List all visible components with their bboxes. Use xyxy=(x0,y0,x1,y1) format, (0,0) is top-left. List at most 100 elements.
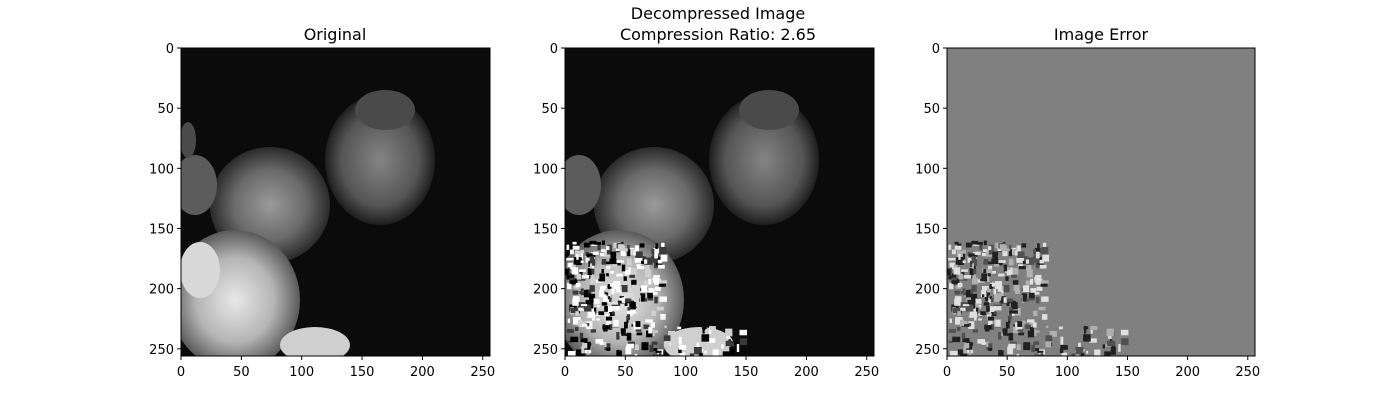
artifact-block xyxy=(998,332,1002,340)
artifact-block xyxy=(983,268,986,274)
x-tick-label: 100 xyxy=(289,365,314,380)
artifact-block xyxy=(664,325,667,329)
artifact-block xyxy=(988,306,996,315)
y-tick-label: 150 xyxy=(915,222,940,237)
artifact-block xyxy=(1015,289,1020,294)
artifact-block xyxy=(985,250,993,257)
artifact-block xyxy=(606,306,614,315)
artifact-block xyxy=(576,254,579,260)
artifact-block xyxy=(1005,321,1010,329)
artifact-block xyxy=(678,344,687,350)
artifact-block xyxy=(983,249,988,252)
artifact-block xyxy=(693,346,702,355)
artifact-block xyxy=(1032,322,1037,328)
artifact-block xyxy=(607,244,612,253)
artifact-block xyxy=(624,302,628,306)
artifact-block xyxy=(986,268,993,274)
artifact-block xyxy=(1016,344,1021,350)
panel-title: Image Error xyxy=(1054,25,1149,44)
artifact-block xyxy=(986,305,990,312)
artifact-block xyxy=(1035,279,1043,285)
artifact-block xyxy=(579,291,582,294)
artifact-block xyxy=(1022,285,1030,293)
artifact-block xyxy=(580,288,584,294)
artifact-block xyxy=(638,320,644,324)
artifact-block xyxy=(590,264,594,271)
artifact-block xyxy=(629,310,637,314)
artifact-block xyxy=(600,286,608,291)
artifact-block xyxy=(1059,348,1064,353)
artifact-block xyxy=(1030,288,1037,296)
y-tick-label: 150 xyxy=(533,222,558,237)
artifact-block xyxy=(584,306,588,312)
artifact-block xyxy=(634,353,638,356)
artifact-block xyxy=(648,288,655,296)
artifact-block xyxy=(1060,344,1068,350)
artifact-block xyxy=(606,246,610,253)
artifact-block xyxy=(572,245,580,250)
artifact-block xyxy=(605,276,608,283)
artifact-block xyxy=(1042,254,1050,262)
artifact-block xyxy=(952,336,961,343)
artifact-block xyxy=(1035,296,1040,304)
artifact-block xyxy=(989,283,992,290)
artifact-block xyxy=(961,324,970,327)
artifact-block xyxy=(956,250,963,257)
artifact-block xyxy=(1025,324,1031,329)
artifact-block xyxy=(961,269,968,272)
artifact-block xyxy=(604,343,611,351)
image-decompressed xyxy=(565,48,874,356)
artifact-block xyxy=(580,260,584,263)
artifact-block xyxy=(584,304,592,312)
panel-title: Decompressed Image Compression Ratio: 2.… xyxy=(620,4,816,44)
artifact-block xyxy=(977,339,986,344)
artifact-block xyxy=(641,285,648,293)
artifact-region xyxy=(947,240,1129,356)
y-tick-label: 250 xyxy=(149,343,174,358)
artifact-block xyxy=(967,255,970,263)
artifact-block xyxy=(582,343,588,349)
x-tick-label: 50 xyxy=(617,365,634,380)
artifact-block xyxy=(585,297,590,301)
artifact-block xyxy=(1120,329,1129,336)
artifact-block xyxy=(957,282,963,288)
artifact-block xyxy=(615,248,620,251)
artifact-block xyxy=(636,264,642,267)
artifact-block xyxy=(1011,310,1018,314)
artifact-block xyxy=(601,240,605,246)
artifact-block xyxy=(583,289,591,298)
artifact-block xyxy=(599,290,605,298)
artifact-block xyxy=(966,304,974,312)
artifact-block xyxy=(1027,319,1035,323)
artifact-block xyxy=(1016,257,1024,263)
artifact-block xyxy=(963,275,971,279)
artifact-block xyxy=(635,329,642,332)
artifact-block xyxy=(580,291,585,296)
artifact-block xyxy=(652,256,658,263)
artifact-block xyxy=(580,338,588,343)
x-tick-label: 0 xyxy=(561,365,569,380)
image-original xyxy=(181,48,490,356)
artifact-block xyxy=(986,341,989,348)
artifact-block xyxy=(973,268,977,275)
artifact-block xyxy=(612,306,620,311)
artifact-block xyxy=(974,251,981,255)
artifact-block xyxy=(988,298,991,303)
artifact-block xyxy=(1038,306,1046,311)
artifact-block xyxy=(619,285,622,293)
artifact-block xyxy=(601,302,608,306)
artifact-block xyxy=(966,306,970,312)
artifact-block xyxy=(1026,264,1032,272)
artifact-block xyxy=(976,241,983,245)
artifact-block xyxy=(587,350,590,355)
artifact-block xyxy=(1121,338,1129,346)
artifact-block xyxy=(989,296,993,300)
artifact-block xyxy=(613,242,620,249)
artifact-block xyxy=(1009,244,1012,250)
artifact-block xyxy=(579,324,588,327)
artifact-block xyxy=(983,302,990,306)
artifact-block xyxy=(990,282,997,287)
artifact-block xyxy=(645,319,653,323)
artifact-block xyxy=(660,254,668,262)
